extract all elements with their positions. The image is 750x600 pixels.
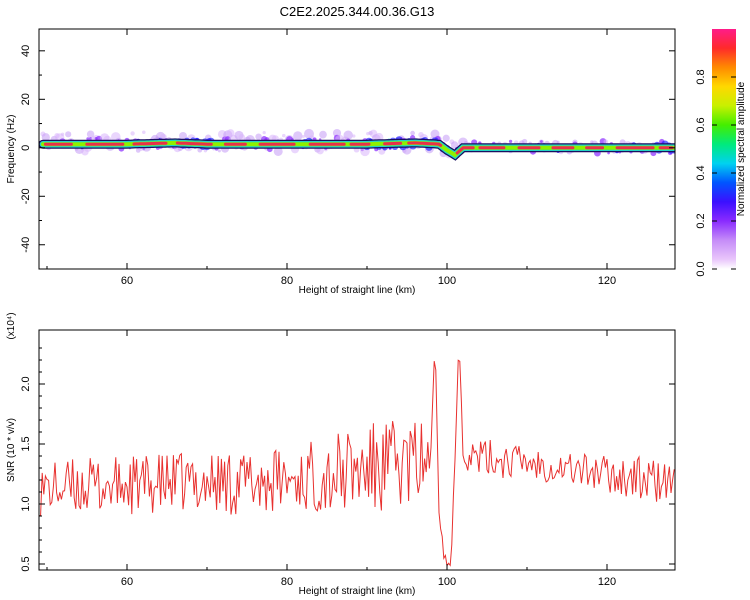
colorbar-label: Normalized spectral amplitude bbox=[736, 81, 747, 216]
spectrogram-x-ticks: 60 80 100 120 bbox=[46, 29, 616, 287]
spectrogram-cell bbox=[262, 130, 266, 135]
colorbar: 0.0 0.2 0.4 0.6 0.8 Normalized spectral ampl… bbox=[695, 29, 747, 277]
spectrogram-cell bbox=[352, 134, 356, 138]
snr-y-axis-label: SNR (10 * v/v) bbox=[6, 418, 17, 482]
spectrogram-cell bbox=[86, 137, 90, 141]
snr-y-ticks: 0.5 1.0 1.5 2.0 bbox=[20, 347, 675, 572]
y-tick-label: -40 bbox=[20, 237, 32, 253]
spectrogram-cell bbox=[442, 134, 450, 142]
spectrogram-cell bbox=[217, 149, 221, 153]
x-tick-label: 60 bbox=[121, 576, 133, 588]
spectrogram-cell bbox=[343, 130, 353, 140]
snr-multiplier-label: (x10⁴) bbox=[6, 312, 17, 339]
spectrogram-cell bbox=[65, 131, 72, 138]
colorbar-gradient bbox=[712, 29, 736, 269]
snr-panel: 60 80 100 120 0.5 1.0 1.5 2.0 Height of straig… bbox=[6, 312, 676, 597]
x-tick-label: 120 bbox=[598, 576, 616, 588]
spectrogram-cell bbox=[293, 131, 303, 141]
y-tick-label: 0 bbox=[20, 145, 32, 151]
x-tick-label: 100 bbox=[438, 275, 456, 287]
y-tick-label: 1.5 bbox=[20, 436, 32, 451]
x-tick-label: 80 bbox=[281, 275, 293, 287]
spectrogram-ridge bbox=[39, 138, 675, 161]
y-tick-label: -20 bbox=[20, 188, 32, 204]
spectrogram-cell bbox=[521, 138, 528, 145]
ridge-core bbox=[132, 141, 168, 146]
spectrogram-x-axis-label: Height of straight line (km) bbox=[299, 285, 416, 296]
ridge-core bbox=[455, 146, 475, 155]
ridge-core bbox=[407, 141, 443, 147]
x-tick-label: 60 bbox=[121, 275, 133, 287]
snr-x-axis-label: Height of straight line (km) bbox=[299, 586, 416, 597]
snr-series-line bbox=[39, 359, 675, 568]
spectrogram-cell bbox=[556, 140, 560, 144]
colorbar-ticks: 0.0 0.2 0.4 0.6 0.8 bbox=[695, 69, 736, 277]
snr-x-ticks: 60 80 100 120 bbox=[46, 330, 616, 588]
colorbar-tick-label: 0.4 bbox=[695, 165, 707, 180]
spectrogram-cell bbox=[60, 132, 65, 136]
spectrogram-cell bbox=[607, 151, 610, 155]
spectrogram-cell bbox=[603, 139, 609, 145]
spectrogram-cell bbox=[142, 130, 146, 134]
spectrogram-y-ticks: 40 20 0 -20 -40 bbox=[20, 45, 675, 253]
x-tick-label: 120 bbox=[598, 275, 616, 287]
snr-frame bbox=[38, 329, 676, 571]
ridge-core bbox=[175, 141, 213, 146]
colorbar-tick-label: 0.0 bbox=[695, 261, 707, 276]
spectrogram-y-axis-label: Frequency (Hz) bbox=[6, 115, 17, 184]
x-tick-label: 100 bbox=[438, 576, 456, 588]
colorbar-tick-label: 0.2 bbox=[695, 213, 707, 228]
y-tick-label: 1.0 bbox=[20, 496, 32, 511]
spectrogram-cell bbox=[301, 135, 305, 139]
spectrogram-cell bbox=[539, 140, 543, 143]
spectrogram-cell bbox=[86, 130, 95, 138]
spectrogram-cell bbox=[41, 133, 50, 142]
spectrogram-cell bbox=[316, 146, 324, 155]
spectrogram-cell bbox=[410, 130, 415, 136]
chart-title: C2E2.2025.344.00.36.G13 bbox=[280, 4, 435, 19]
spectrogram-cell bbox=[273, 146, 283, 156]
spectrogram-frame bbox=[38, 28, 676, 270]
y-tick-label: 2.0 bbox=[20, 376, 32, 391]
snr-line-group bbox=[39, 359, 675, 568]
spectrogram-panel: 60 80 100 120 40 20 0 -20 -40 Height of straigh… bbox=[6, 28, 676, 296]
spectrogram-cell bbox=[282, 133, 286, 138]
spectrogram-cell bbox=[450, 141, 459, 149]
spectrogram-cell bbox=[508, 139, 513, 143]
y-tick-label: 0.5 bbox=[20, 556, 32, 571]
colorbar-tick-label: 0.8 bbox=[695, 69, 707, 84]
spectrogram-cell bbox=[319, 130, 327, 139]
spectrogram-cell bbox=[238, 134, 246, 141]
x-tick-label: 80 bbox=[281, 576, 293, 588]
spectrogram-cell bbox=[255, 133, 262, 140]
colorbar-tick-label: 0.6 bbox=[695, 117, 707, 132]
spectrogram-cell bbox=[130, 131, 135, 136]
y-tick-label: 40 bbox=[20, 45, 32, 57]
y-tick-label: 20 bbox=[20, 93, 32, 105]
